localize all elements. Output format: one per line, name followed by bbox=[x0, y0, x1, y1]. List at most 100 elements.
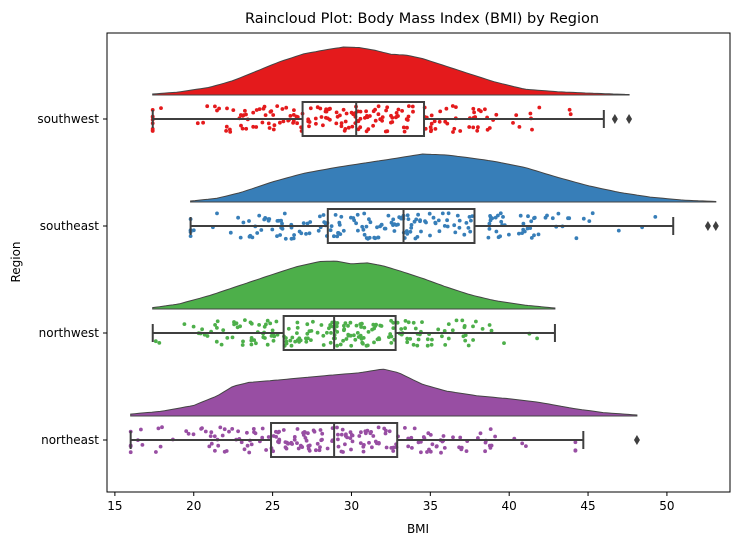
rain-point bbox=[344, 337, 349, 341]
rain-point bbox=[265, 342, 270, 347]
rain-point bbox=[399, 216, 404, 221]
rain-point bbox=[432, 119, 437, 124]
rain-point bbox=[498, 211, 503, 216]
rain-point bbox=[488, 446, 493, 450]
rain-point bbox=[225, 106, 229, 111]
rain-point bbox=[315, 441, 320, 446]
rain-point bbox=[430, 337, 434, 342]
rain-point bbox=[266, 121, 271, 126]
rain-point bbox=[368, 220, 373, 225]
rain-point bbox=[295, 320, 300, 325]
rain-point bbox=[205, 334, 210, 338]
rain-point bbox=[408, 337, 413, 341]
rain-point bbox=[307, 124, 311, 129]
rain-point bbox=[254, 341, 258, 346]
rain-point bbox=[427, 211, 432, 216]
rain-point bbox=[257, 323, 261, 327]
rain-point bbox=[321, 343, 326, 347]
rain-point bbox=[407, 104, 411, 108]
rain-point bbox=[380, 118, 384, 123]
rain-point bbox=[219, 342, 224, 347]
rain-point bbox=[209, 441, 214, 446]
rain-point bbox=[587, 219, 592, 224]
rain-point bbox=[370, 327, 374, 332]
rain-point bbox=[356, 119, 361, 123]
rain-point bbox=[249, 338, 254, 343]
chart-title: Raincloud Plot: Body Mass Index (BMI) by… bbox=[245, 11, 599, 27]
rain-point bbox=[318, 214, 322, 219]
rain-point bbox=[372, 340, 376, 345]
rain-point bbox=[348, 320, 353, 325]
rain-point bbox=[234, 321, 239, 326]
rain-point bbox=[489, 328, 494, 333]
rain-point bbox=[245, 443, 250, 448]
rain-point bbox=[199, 427, 204, 431]
rain-point bbox=[400, 109, 404, 113]
rain-point bbox=[366, 330, 371, 334]
rain-point bbox=[248, 233, 253, 238]
x-axis-title: BMI bbox=[407, 522, 429, 536]
rain-point bbox=[243, 108, 247, 113]
rain-point bbox=[406, 114, 411, 119]
rain-point bbox=[341, 107, 346, 112]
rain-point bbox=[507, 232, 511, 237]
rain-point bbox=[240, 126, 245, 131]
rain-point bbox=[420, 320, 424, 324]
rain-point bbox=[616, 228, 621, 233]
rain-point bbox=[349, 110, 354, 115]
rain-point bbox=[339, 121, 344, 125]
rain-point bbox=[288, 338, 293, 343]
rain-point bbox=[214, 339, 219, 344]
boxplot-southwest bbox=[151, 101, 633, 137]
x-axis: 15 20 25 30 35 40 45 50 bbox=[107, 492, 675, 513]
rain-point bbox=[272, 123, 277, 128]
rain-point bbox=[264, 448, 268, 452]
y-tick-label: southeast bbox=[40, 219, 99, 233]
rain-point bbox=[419, 450, 423, 455]
rain-point bbox=[207, 444, 212, 449]
rain-point bbox=[244, 112, 248, 117]
y-tick-label: northwest bbox=[39, 326, 100, 340]
rain-point bbox=[487, 323, 492, 327]
rain-point bbox=[231, 108, 236, 112]
rain-point bbox=[425, 343, 430, 348]
rain-point bbox=[487, 227, 492, 231]
rain-point bbox=[213, 104, 217, 109]
rain-point bbox=[262, 217, 267, 222]
rain-point bbox=[494, 112, 499, 117]
rain-point bbox=[328, 106, 332, 111]
rain-point bbox=[427, 447, 431, 452]
rain-point bbox=[265, 318, 270, 323]
rain-point bbox=[391, 223, 395, 228]
rain-point bbox=[373, 118, 378, 123]
rain-point bbox=[228, 230, 233, 235]
rain-point bbox=[290, 335, 295, 340]
rain-point bbox=[440, 334, 444, 339]
rain-point bbox=[359, 430, 363, 435]
rain-point bbox=[324, 107, 328, 112]
rain-point bbox=[225, 336, 230, 340]
rain-point bbox=[391, 326, 396, 330]
rain-point bbox=[406, 444, 411, 449]
rain-point bbox=[340, 427, 345, 432]
rain-point bbox=[359, 325, 363, 329]
rain-point bbox=[329, 331, 333, 335]
rain-point bbox=[280, 107, 285, 111]
rain-point bbox=[324, 115, 328, 120]
rain-point bbox=[361, 341, 365, 346]
rain-point bbox=[368, 431, 373, 436]
y-tick-label: northeast bbox=[41, 433, 99, 447]
rain-point bbox=[243, 318, 247, 322]
rain-point bbox=[450, 104, 455, 108]
rain-point bbox=[446, 211, 451, 216]
rain-point bbox=[215, 211, 219, 216]
rain-point bbox=[213, 323, 218, 327]
rain-point bbox=[241, 220, 246, 225]
rain-point bbox=[404, 229, 409, 233]
rain-point bbox=[457, 218, 462, 223]
rain-point bbox=[334, 110, 339, 115]
rain-point bbox=[338, 342, 343, 347]
rain-point bbox=[386, 213, 391, 218]
rain-point bbox=[441, 434, 446, 438]
plot-area bbox=[128, 46, 719, 458]
